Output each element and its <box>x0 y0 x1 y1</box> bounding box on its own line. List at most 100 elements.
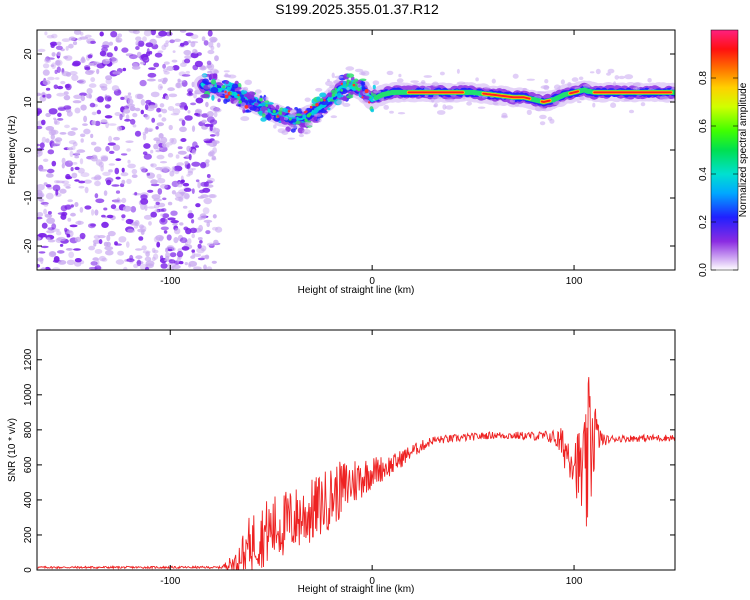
noise-blob <box>195 145 200 148</box>
noise-blob <box>195 203 201 208</box>
ridge-halo-blob <box>342 102 351 107</box>
noise-blob <box>53 117 57 121</box>
noise-blob <box>211 140 220 145</box>
noise-blob <box>79 92 88 97</box>
noise-blob <box>187 212 194 219</box>
noise-blob <box>67 131 76 136</box>
ridge-blob <box>248 91 256 97</box>
noise-blob <box>201 36 206 42</box>
noise-blob <box>160 217 166 223</box>
noise-blob <box>56 236 66 242</box>
noise-blob <box>45 112 51 118</box>
noise-blob <box>167 87 175 92</box>
noise-blob <box>57 118 64 121</box>
noise-blob <box>37 184 45 191</box>
noise-blob <box>150 91 160 98</box>
noise-blob <box>174 196 183 201</box>
noise-blob <box>165 95 169 101</box>
noise-blob <box>72 41 78 46</box>
noise-blob <box>103 241 109 247</box>
noise-blob <box>103 190 108 196</box>
noise-blob <box>211 157 217 161</box>
noise-blob <box>160 136 168 144</box>
ridge-hot-blob <box>369 96 372 99</box>
noise-blob <box>50 142 54 149</box>
noise-blob <box>165 247 169 253</box>
noise-blob <box>43 203 49 207</box>
noise-blob <box>80 104 87 111</box>
noise-blob <box>162 197 167 201</box>
noise-blob <box>44 266 51 270</box>
ridge-blob <box>251 94 255 100</box>
noise-blob <box>114 112 121 116</box>
noise-blob <box>204 123 212 127</box>
noise-blob <box>71 172 78 179</box>
noise-blob <box>155 234 165 241</box>
noise-blob <box>37 216 43 220</box>
noise-blob <box>174 170 180 175</box>
noise-blob <box>172 222 178 226</box>
ridge-blob <box>359 78 367 82</box>
noise-blob <box>167 152 174 158</box>
noise-blob <box>170 210 178 216</box>
noise-blob <box>46 237 51 241</box>
noise-blob <box>209 194 217 199</box>
ridge-blob <box>361 85 366 92</box>
noise-blob <box>69 224 78 228</box>
noise-blob <box>104 95 112 102</box>
ridge-blob <box>210 79 216 85</box>
noise-blob <box>127 92 132 96</box>
noise-blob <box>117 33 123 38</box>
ridge-halo-blob <box>491 78 496 84</box>
ridge-halo-blob <box>432 81 439 87</box>
noise-blob <box>37 125 43 130</box>
top-y-axis-label: Frequency (Hz) <box>7 116 18 185</box>
noise-blob <box>45 192 54 200</box>
noise-blob <box>68 43 74 49</box>
ridge-blob <box>249 106 257 111</box>
colorbar-tick-label: 0.8 <box>698 71 709 85</box>
noise-blob <box>156 147 164 150</box>
noise-blob <box>184 55 192 60</box>
noise-blob <box>102 171 111 176</box>
noise-blob <box>206 60 212 66</box>
noise-blob <box>161 117 167 122</box>
ridge-halo-blob <box>442 104 447 110</box>
noise-blob <box>191 249 195 253</box>
ridge-blob <box>372 84 376 90</box>
noise-blob <box>204 140 213 144</box>
noise-blob <box>136 259 142 267</box>
noise-blob <box>63 55 69 60</box>
noise-blob <box>52 184 61 192</box>
ridge-blob <box>370 108 375 113</box>
noise-blob <box>78 180 86 184</box>
noise-blob <box>104 104 111 109</box>
ridge-halo-blob <box>242 86 249 91</box>
noise-blob <box>89 40 96 45</box>
noise-blob <box>40 198 45 203</box>
noise-blob <box>57 250 65 254</box>
ridge-hot-blob <box>349 80 352 83</box>
noise-blob <box>120 153 128 156</box>
noise-blob <box>146 172 151 176</box>
noise-blob <box>74 107 81 114</box>
noise-blob <box>203 197 212 205</box>
noise-blob <box>203 264 207 270</box>
noise-blob <box>160 263 168 269</box>
ridge-halo-blob <box>514 102 520 107</box>
ridge-halo-blob <box>553 84 561 90</box>
ridge-hot-blob <box>352 83 356 87</box>
noise-blob <box>161 143 167 148</box>
noise-blob <box>37 92 41 97</box>
noise-blob <box>187 167 194 174</box>
noise-blob <box>166 234 172 241</box>
ridge-blob <box>350 76 355 81</box>
noise-blob <box>66 110 73 117</box>
ridge-halo-blob <box>549 118 555 124</box>
noise-blob <box>173 237 179 244</box>
noise-blob <box>59 243 64 247</box>
noise-blob <box>104 115 113 119</box>
noise-blob <box>181 80 188 87</box>
ridge-halo-blob <box>561 100 566 103</box>
ridge-blob <box>253 102 259 106</box>
